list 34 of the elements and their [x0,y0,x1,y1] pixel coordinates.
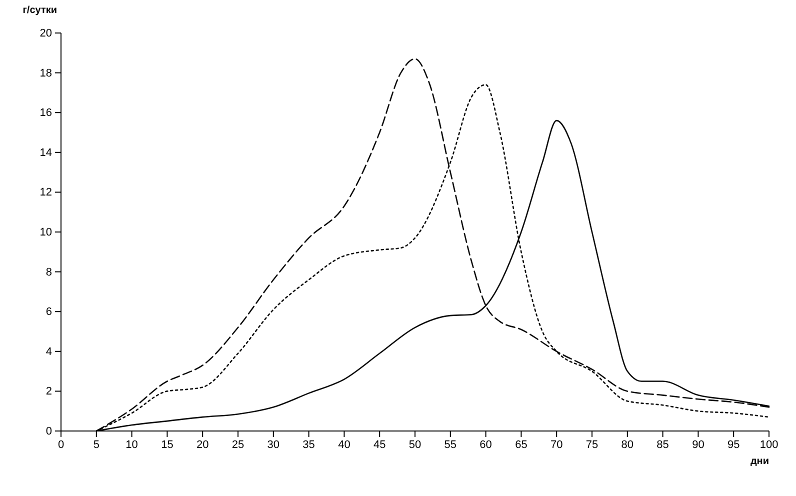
y-tick-label: 4 [46,346,52,358]
y-axis-title: г/сутки [22,5,57,16]
y-tick-label: 8 [46,266,52,278]
y-tick-label: 10 [40,226,52,239]
x-tick-label: 85 [656,438,669,451]
x-tick-label: 40 [338,438,350,451]
y-tick-label: 2 [46,386,52,398]
x-tick-label: 80 [621,438,634,451]
x-tick-label: 50 [408,438,422,451]
x-tick-label: 90 [692,438,704,451]
y-tick-label: 20 [40,28,52,40]
y-tick-label: 6 [46,306,52,318]
y-tick-label: 18 [40,67,52,80]
x-tick-label: 95 [727,438,740,451]
x-tick-label: 65 [515,438,528,451]
x-tick-label: 5 [93,438,100,451]
x-tick-label: 45 [373,438,386,451]
y-tick-label: 0 [46,426,52,438]
x-tick-label: 20 [196,438,209,451]
x-tick-label: 10 [126,438,138,451]
x-tick-label: 25 [232,438,244,451]
x-axis-title: дни [750,456,769,467]
x-tick-label: 15 [161,438,174,451]
x-tick-label: 75 [586,438,598,451]
x-tick-label: 55 [444,438,457,451]
x-tick-label: 30 [267,438,280,451]
y-tick-label: 12 [40,186,52,199]
y-tick-label: 16 [40,107,52,120]
x-tick-label: 0 [58,438,64,451]
x-tick-label: 35 [302,438,315,451]
x-tick-label: 100 [760,438,778,451]
x-tick-label: 60 [480,438,492,451]
y-tick-label: 14 [40,146,52,159]
x-tick-label: 70 [550,438,563,451]
